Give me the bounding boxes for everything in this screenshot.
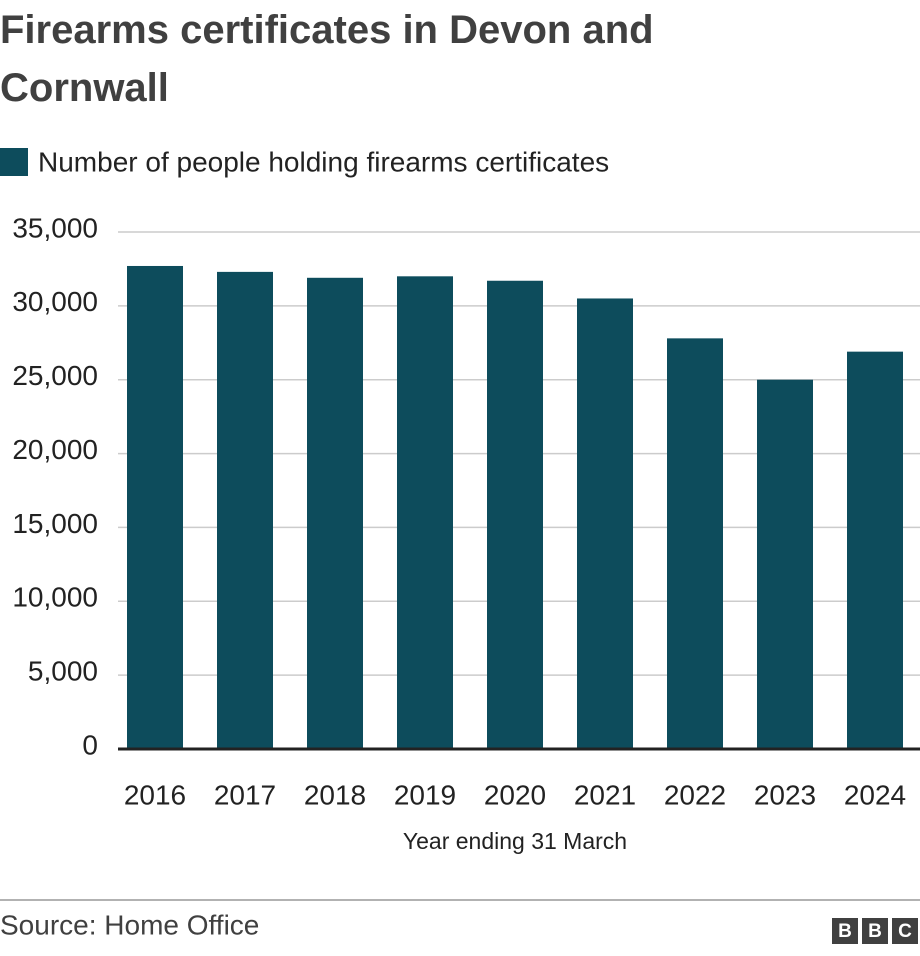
logo-box: [832, 918, 858, 944]
x-tick-label: 2017: [214, 779, 276, 810]
y-tick-label: 5,000: [28, 656, 98, 687]
bar: [127, 265, 183, 749]
y-tick-label: 20,000: [12, 434, 98, 465]
logo-letter: C: [898, 921, 912, 942]
x-axis-label: Year ending 31 March: [403, 828, 627, 854]
legend-label: Number of people holding firearms certif…: [38, 146, 609, 177]
bar: [217, 271, 273, 749]
chart-title: Firearms certificates in Devon and Cornwa…: [0, 8, 654, 110]
bar: [847, 351, 903, 749]
x-tick-label: 2018: [304, 779, 366, 810]
bar: [307, 277, 363, 749]
x-tick-label: 2024: [844, 779, 906, 810]
x-tick-label: 2019: [394, 779, 456, 810]
source: Source: Home Office: [0, 909, 259, 940]
y-tick-label: 35,000: [12, 212, 98, 243]
bar: [397, 276, 453, 749]
y-tick-label: 10,000: [12, 582, 98, 613]
bar: [757, 379, 813, 749]
logo-letter: B: [868, 921, 882, 942]
y-tick-label: 15,000: [12, 508, 98, 539]
x-tick-label: 2020: [484, 779, 546, 810]
x-tick-label: 2023: [754, 779, 816, 810]
logo-letter: B: [838, 921, 852, 942]
x-tick-label: 2022: [664, 779, 726, 810]
bar: [667, 338, 723, 749]
y-tick-label: 25,000: [12, 360, 98, 391]
bar: [487, 280, 543, 749]
logo-box: [862, 918, 888, 944]
legend-swatch: [0, 148, 28, 176]
bar: [577, 298, 633, 749]
y-tick-label: 30,000: [12, 286, 98, 317]
x-tick-label: 2021: [574, 779, 636, 810]
logo-box: [892, 918, 918, 944]
x-tick-label: 2016: [124, 779, 186, 810]
y-tick-label: 0: [82, 729, 98, 760]
